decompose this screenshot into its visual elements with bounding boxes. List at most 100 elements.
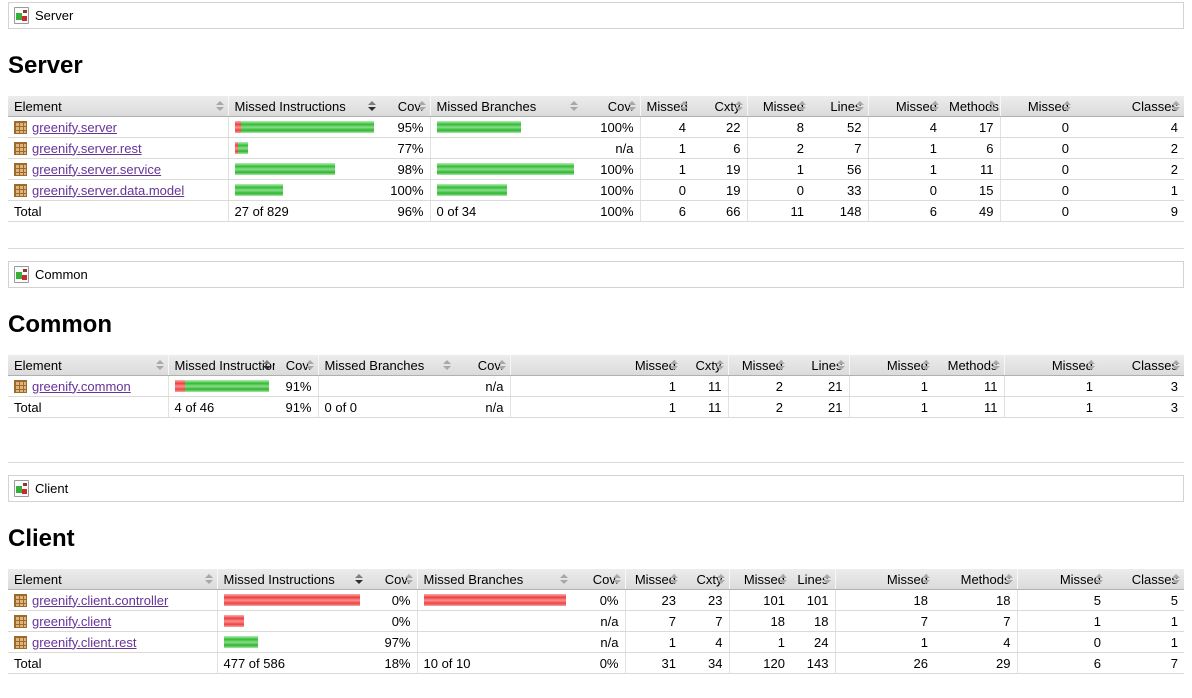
branch-coverage-cell: n/a xyxy=(582,137,640,159)
branch-coverage-cell: 100% xyxy=(582,179,640,201)
column-header-classes-12[interactable]: Classes xyxy=(1099,355,1184,376)
green-bar-segment xyxy=(241,121,374,133)
package-link[interactable]: greenify.common xyxy=(32,378,131,394)
total-branches: 0 of 0 xyxy=(317,396,455,418)
red-bar-segment xyxy=(174,380,185,392)
column-header-missed-5[interactable]: Missed xyxy=(509,355,682,376)
total-branch-coverage: 0% xyxy=(572,652,625,674)
column-header-missed-11[interactable]: Missed xyxy=(1003,355,1099,376)
column-header-cov-2[interactable]: Cov. xyxy=(380,96,430,117)
package-link[interactable]: greenify.client xyxy=(32,613,112,629)
column-header-lines-8[interactable]: Lines xyxy=(789,355,849,376)
package-link[interactable]: greenify.server xyxy=(32,119,118,135)
column-header-cov-4[interactable]: Cov. xyxy=(582,96,640,117)
column-header-missed-9[interactable]: Missed xyxy=(867,96,943,117)
counter-cell: 22 xyxy=(692,116,747,138)
counter-cell: 5 xyxy=(1107,589,1184,611)
column-header-cxty-6[interactable]: Cxty xyxy=(692,96,747,117)
column-header-missed-branches-3[interactable]: Missed Branches xyxy=(429,96,582,117)
coverage-bar xyxy=(223,615,362,627)
counter-cell: 1 xyxy=(1016,610,1107,632)
sort-icon xyxy=(204,574,213,584)
total-instructions: 4 of 46 xyxy=(167,396,275,418)
column-header-missed-instructions-1[interactable]: Missed Instructions xyxy=(216,569,367,590)
coverage-bar xyxy=(436,121,577,133)
column-header-label: Lines xyxy=(830,98,862,114)
package-link[interactable]: greenify.server.rest xyxy=(32,140,142,156)
column-header-missed-branches-3[interactable]: Missed Branches xyxy=(317,355,455,376)
column-header-missed-11[interactable]: Missed xyxy=(999,96,1075,117)
total-counter-cell: 3 xyxy=(1099,396,1184,418)
column-header-lines-8[interactable]: Lines xyxy=(810,96,868,117)
total-label: Total xyxy=(8,200,228,222)
column-header-element-0[interactable]: Element xyxy=(8,569,217,590)
counter-cell: 11 xyxy=(943,158,1000,180)
counter-cell: 7 xyxy=(624,610,682,632)
counter-cell: 0 xyxy=(639,179,692,201)
column-header-label: Missed xyxy=(646,98,688,114)
total-instruction-coverage: 18% xyxy=(367,652,417,674)
total-counter-cell: 31 xyxy=(624,652,682,674)
column-header-missed-9[interactable]: Missed xyxy=(834,569,934,590)
counter-cell: 0 xyxy=(999,137,1075,159)
column-header-methods-10[interactable]: Methods xyxy=(934,355,1004,376)
column-header-classes-12[interactable]: Classes xyxy=(1075,96,1184,117)
column-header-missed-instructions-1[interactable]: Missed Instructions xyxy=(227,96,380,117)
column-header-element-0[interactable]: Element xyxy=(8,96,228,117)
column-header-label: Missed xyxy=(1027,98,1069,114)
element-cell: greenify.client xyxy=(8,610,217,632)
column-header-cov-2[interactable]: Cov. xyxy=(367,569,417,590)
column-header-cov-4[interactable]: Cov. xyxy=(455,355,510,376)
column-header-methods-10[interactable]: Methods xyxy=(934,569,1017,590)
package-icon xyxy=(14,120,27,134)
sort-icon xyxy=(368,101,376,111)
counter-cell: 18 xyxy=(728,610,791,632)
column-header-missed-5[interactable]: Missed xyxy=(624,569,682,590)
missed-branches-cell xyxy=(416,589,572,611)
package-link[interactable]: greenify.server.service xyxy=(32,161,162,177)
column-header-cov-2[interactable]: Cov. xyxy=(275,355,318,376)
package-link[interactable]: greenify.client.controller xyxy=(32,592,169,608)
counter-cell: 23 xyxy=(682,589,729,611)
column-header-missed-11[interactable]: Missed xyxy=(1016,569,1107,590)
column-header-label: Classes xyxy=(1131,98,1178,114)
package-link[interactable]: greenify.server.data.model xyxy=(32,182,185,198)
column-header-label: Cov. xyxy=(607,98,634,114)
column-header-label: Missed xyxy=(1051,357,1093,373)
column-header-cxty-6[interactable]: Cxty xyxy=(682,569,729,590)
column-header-cov-4[interactable]: Cov. xyxy=(572,569,625,590)
counter-cell: 6 xyxy=(943,137,1000,159)
package-link[interactable]: greenify.client.rest xyxy=(32,634,137,650)
green-bar-segment xyxy=(184,380,269,392)
column-header-cxty-6[interactable]: Cxty xyxy=(682,355,728,376)
coverage-bar xyxy=(436,163,577,175)
counter-cell: 0 xyxy=(746,179,810,201)
sort-icon xyxy=(1087,360,1095,370)
column-header-missed-5[interactable]: Missed xyxy=(639,96,692,117)
red-bar-segment xyxy=(234,142,238,154)
element-cell: greenify.server.service xyxy=(8,158,228,180)
column-header-methods-10[interactable]: Methods xyxy=(943,96,1000,117)
counter-cell: 1 xyxy=(1003,375,1099,397)
column-header-missed-7[interactable]: Missed xyxy=(727,355,789,376)
counter-cell: 7 xyxy=(834,610,934,632)
column-header-missed-7[interactable]: Missed xyxy=(728,569,791,590)
column-header-missed-instructions-1[interactable]: Missed Instructions xyxy=(167,355,276,376)
sort-icon xyxy=(922,360,930,370)
missed-instructions-cell xyxy=(227,179,380,201)
column-header-label: Missed Instructions xyxy=(174,357,276,373)
green-bar-segment xyxy=(436,184,507,196)
column-header-classes-12[interactable]: Classes xyxy=(1107,569,1184,590)
green-bar-segment xyxy=(234,184,283,196)
column-header-missed-branches-3[interactable]: Missed Branches xyxy=(416,569,572,590)
element-cell: greenify.common xyxy=(8,375,168,397)
sort-icon xyxy=(680,101,688,111)
column-header-missed-9[interactable]: Missed xyxy=(848,355,934,376)
column-header-element-0[interactable]: Element xyxy=(8,355,168,376)
column-header-lines-8[interactable]: Lines xyxy=(791,569,835,590)
counter-cell: 21 xyxy=(789,375,849,397)
missed-branches-cell xyxy=(416,610,572,632)
column-header-missed-7[interactable]: Missed xyxy=(746,96,810,117)
instruction-coverage-cell: 77% xyxy=(380,137,430,159)
sort-icon xyxy=(1063,101,1071,111)
